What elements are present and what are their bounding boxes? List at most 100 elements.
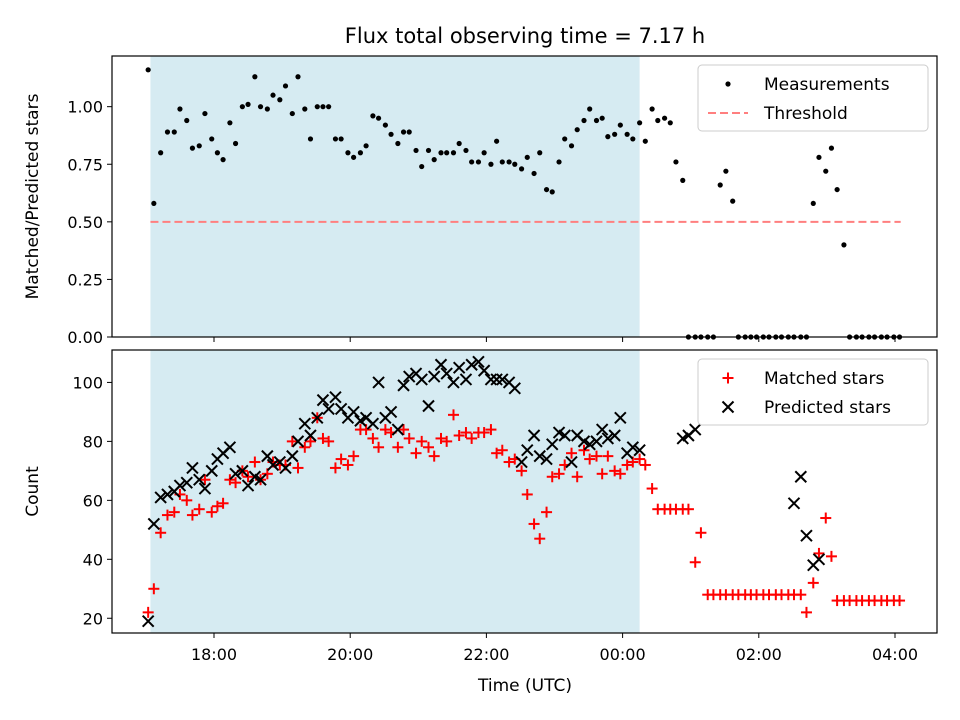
measurement-point xyxy=(494,138,500,144)
predicted-star-point xyxy=(558,429,571,442)
matched-star-point xyxy=(224,474,236,486)
legend-entry: Predicted stars xyxy=(764,398,891,418)
measurement-point xyxy=(661,115,668,121)
measurement-point xyxy=(158,150,164,156)
matched-star-point xyxy=(800,606,812,618)
measurement-point xyxy=(828,145,835,151)
matched-star-point xyxy=(155,527,167,539)
measurement-point xyxy=(345,150,351,156)
matched-star-point xyxy=(348,450,360,462)
measurement-point xyxy=(257,104,264,110)
matched-star-point xyxy=(304,435,316,447)
measurement-point xyxy=(400,129,407,135)
matched-star-point xyxy=(329,462,341,474)
measurement-point xyxy=(320,104,326,110)
matched-star-point xyxy=(373,441,385,453)
predicted-star-point xyxy=(154,491,167,504)
measurement-point xyxy=(637,120,643,126)
matched-star-point xyxy=(211,500,223,512)
measurement-point xyxy=(214,150,221,156)
measurement-point xyxy=(151,200,157,207)
y-tick-label: 0.50 xyxy=(67,213,103,232)
measurement-point xyxy=(562,136,568,142)
measurement-point xyxy=(723,168,729,174)
measurement-point xyxy=(816,154,822,160)
predicted-star-point xyxy=(334,402,348,416)
measurement-point xyxy=(270,92,276,98)
matched-star-point xyxy=(682,503,694,515)
measurement-point xyxy=(574,127,580,133)
measurement-point xyxy=(382,122,388,128)
y-axis-label: Count xyxy=(23,466,43,517)
measurement-point xyxy=(605,134,611,140)
measurement-point xyxy=(189,145,196,151)
predicted-star-point xyxy=(527,429,541,442)
x-tick-label: 18:00 xyxy=(191,645,237,664)
predicted-star-point xyxy=(447,376,460,389)
measurement-point xyxy=(227,120,233,126)
measurement-point xyxy=(264,106,270,112)
matched-star-point xyxy=(447,409,459,421)
predicted-star-point xyxy=(261,449,274,463)
top-panel-ratio: 0.00 0.25 0.50 0.75 1.00 Matched/Predicted st… xyxy=(23,55,938,347)
measurement-point xyxy=(282,83,289,89)
observing-window-shade xyxy=(150,350,640,633)
matched-star-point xyxy=(428,450,440,462)
predicted-star-point xyxy=(329,390,342,404)
measurement-point xyxy=(581,117,587,124)
predicted-star-point xyxy=(291,435,305,448)
measurement-point xyxy=(332,136,339,142)
predicted-star-point xyxy=(198,482,212,495)
predicted-star-point xyxy=(590,435,603,448)
matched-star-point xyxy=(528,518,540,530)
matched-star-point xyxy=(286,435,298,447)
matched-star-point xyxy=(230,477,242,489)
predicted-star-point xyxy=(721,400,735,414)
measurement-point xyxy=(624,131,630,137)
measurement-point xyxy=(649,106,655,112)
measurement-point xyxy=(549,189,555,195)
matched-star-point xyxy=(820,512,832,524)
measurement-point xyxy=(524,154,530,160)
matched-star-point xyxy=(335,453,347,465)
measurement-point xyxy=(642,138,648,144)
predicted-star-point xyxy=(384,405,398,419)
measurement-point xyxy=(357,150,364,156)
matched-star-point xyxy=(460,427,472,439)
x-tick-label: 00:00 xyxy=(600,645,646,664)
predicted-star-point xyxy=(533,449,546,463)
measurement-point xyxy=(543,186,550,193)
predicted-star-point xyxy=(565,455,578,469)
measurement-point xyxy=(202,110,208,117)
matched-star-point xyxy=(292,462,304,474)
legend-entry: Threshold xyxy=(763,104,848,124)
measurement-point xyxy=(587,106,593,112)
measurement-point xyxy=(164,129,171,135)
matched-star-point xyxy=(541,506,553,518)
measurement-point xyxy=(302,106,308,112)
y-tick-label: 20 xyxy=(83,609,103,628)
measurement-point xyxy=(518,166,525,172)
predicted-star-point xyxy=(508,382,521,395)
matched-star-point xyxy=(590,450,602,462)
predicted-star-point xyxy=(180,476,193,489)
x-tick-label: 02:00 xyxy=(736,645,782,664)
matched-star-point xyxy=(410,447,422,459)
legend-box xyxy=(697,358,929,426)
predicted-star-point xyxy=(427,370,441,383)
matched-star-point xyxy=(646,483,658,495)
predicted-star-point xyxy=(147,517,161,531)
matched-star-point xyxy=(496,444,508,456)
matched-star-point xyxy=(825,550,837,562)
predicted-star-point xyxy=(595,423,609,436)
predicted-star-point xyxy=(366,417,380,430)
matched-star-point xyxy=(516,465,528,477)
predicted-star-point xyxy=(601,432,615,445)
predicted-star-point xyxy=(141,615,155,628)
measurement-point xyxy=(438,150,444,156)
matched-star-point xyxy=(813,547,825,559)
matched-star-point xyxy=(199,474,211,486)
measurement-point xyxy=(239,104,245,110)
plot-frame xyxy=(111,349,938,634)
predicted-star-point xyxy=(540,452,553,466)
